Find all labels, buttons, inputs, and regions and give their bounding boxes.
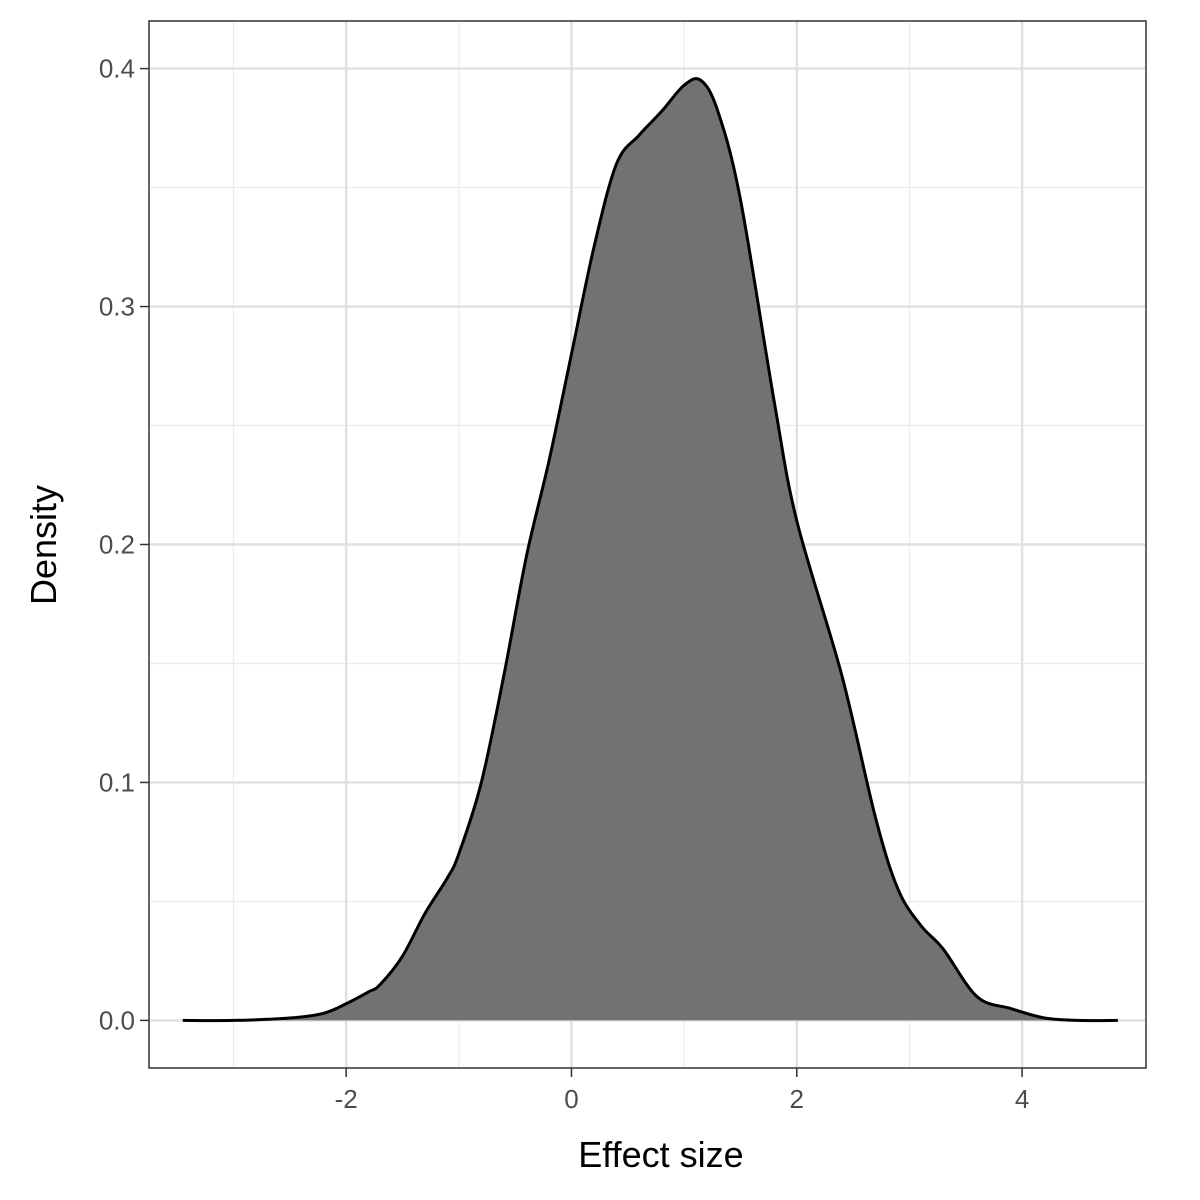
x-tick-label: 0 (564, 1084, 578, 1114)
x-tick-label: 4 (1015, 1084, 1029, 1114)
y-axis: 0.0 0.1 0.2 0.3 0.4 (99, 54, 149, 1035)
y-tick-label: 0.1 (99, 767, 135, 797)
x-axis: -2 0 2 4 (335, 1068, 1029, 1114)
y-tick-label: 0.0 (99, 1005, 135, 1035)
density-curve (182, 77, 1118, 1023)
x-tick-label: -2 (335, 1084, 358, 1114)
y-tick-label: 0.2 (99, 530, 135, 560)
x-axis-title: Effect size (578, 1134, 743, 1175)
density-area (182, 78, 1118, 1021)
y-axis-title: Density (23, 485, 64, 605)
x-tick-label: 2 (790, 1084, 804, 1114)
y-tick-label: 0.3 (99, 292, 135, 322)
y-tick-label: 0.4 (99, 54, 135, 84)
